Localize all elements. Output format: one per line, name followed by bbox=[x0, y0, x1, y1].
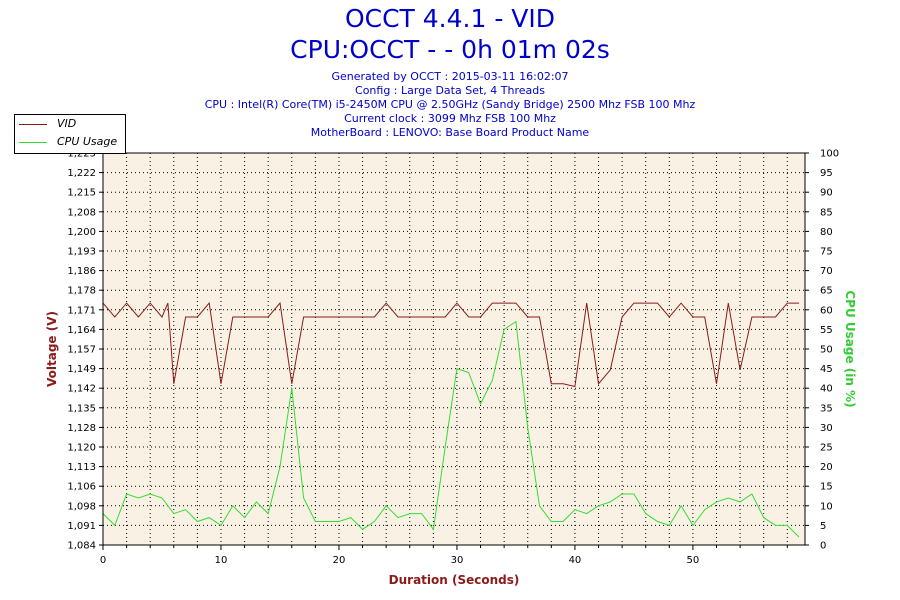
right-tick-label: 65 bbox=[820, 286, 833, 297]
bottom-tick-label: 20 bbox=[333, 555, 346, 566]
left-tick-label: 1,225 bbox=[67, 149, 96, 160]
left-tick-label: 1,186 bbox=[67, 266, 96, 277]
right-tick-label: 45 bbox=[820, 364, 833, 375]
right-tick-label: 10 bbox=[820, 501, 833, 512]
bottom-tick-label: 30 bbox=[451, 555, 464, 566]
legend-swatch-vid bbox=[19, 124, 47, 125]
right-tick-label: 55 bbox=[820, 325, 833, 336]
info-cpu: CPU : Intel(R) Core(TM) i5-2450M CPU @ 2… bbox=[204, 98, 696, 111]
right-tick-label: 25 bbox=[820, 443, 833, 454]
right-axis-ticks: 0 5 10 15 20 25 30 35 40 45 50 55 60 65 70 75 80 85 90 95 10… bbox=[805, 149, 839, 552]
left-tick-label: 1,171 bbox=[67, 305, 96, 316]
bottom-axis-ticks: 0 10 20 30 40 50 bbox=[100, 545, 788, 566]
right-tick-label: 80 bbox=[820, 227, 833, 238]
left-axis-ticks: 1,084 1,091 1,098 1,106 1,113 1,120 1,128 1,135… bbox=[67, 149, 103, 552]
right-tick-label: 75 bbox=[820, 247, 833, 258]
legend-label-vid: VID bbox=[57, 117, 77, 130]
right-tick-label: 20 bbox=[820, 462, 833, 473]
info-generated: Generated by OCCT : 2015-03-11 16:02:07 bbox=[331, 70, 569, 83]
plot-frame bbox=[102, 152, 806, 546]
right-tick-label: 95 bbox=[820, 168, 833, 179]
left-tick-label: 1,178 bbox=[67, 286, 96, 297]
left-tick-label: 1,091 bbox=[67, 521, 96, 532]
left-tick-label: 1,098 bbox=[67, 501, 96, 512]
left-tick-label: 1,142 bbox=[67, 384, 96, 395]
legend-item-cpu-usage: CPU Usage bbox=[19, 134, 123, 150]
left-tick-label: 1,106 bbox=[67, 482, 96, 493]
left-tick-label: 1,208 bbox=[67, 207, 96, 218]
left-tick-label: 1,128 bbox=[67, 423, 96, 434]
legend-swatch-cpu-usage bbox=[19, 142, 47, 143]
right-tick-label: 70 bbox=[820, 266, 833, 277]
right-tick-label: 0 bbox=[820, 541, 826, 552]
right-tick-label: 90 bbox=[820, 188, 833, 199]
left-tick-label: 1,215 bbox=[67, 188, 96, 199]
chart-title: OCCT 4.4.1 - VID bbox=[344, 4, 556, 33]
left-tick-label: 1,120 bbox=[67, 443, 96, 454]
legend-item-vid: VID bbox=[19, 116, 123, 132]
left-tick-label: 1,164 bbox=[67, 325, 96, 336]
left-tick-label: 1,222 bbox=[67, 168, 96, 179]
right-tick-label: 40 bbox=[820, 384, 833, 395]
left-tick-label: 1,157 bbox=[67, 345, 96, 356]
right-tick-label: 50 bbox=[820, 345, 833, 356]
right-tick-label: 100 bbox=[820, 149, 839, 160]
left-tick-label: 1,135 bbox=[67, 403, 96, 414]
left-tick-label: 1,113 bbox=[67, 462, 96, 473]
right-tick-label: 15 bbox=[820, 482, 833, 493]
series-line-cpu-usage bbox=[102, 320, 800, 538]
bottom-tick-label: 40 bbox=[569, 555, 582, 566]
left-tick-label: 1,200 bbox=[67, 227, 96, 238]
series-line-vid bbox=[102, 301, 800, 388]
legend: VID CPU Usage bbox=[14, 114, 126, 154]
x-axis-label: Duration (Seconds) bbox=[389, 573, 520, 587]
right-tick-label: 85 bbox=[820, 207, 833, 218]
bottom-tick-label: 0 bbox=[100, 555, 106, 566]
info-clock: Current clock : 3099 Mhz FSB 100 Mhz bbox=[344, 112, 556, 125]
legend-label-cpu-usage: CPU Usage bbox=[57, 135, 118, 148]
bottom-tick-label: 10 bbox=[215, 555, 228, 566]
y-axis-label-right: CPU Usage (in %) bbox=[843, 290, 857, 407]
y-axis-label-left: Voltage (V) bbox=[45, 311, 59, 387]
chart-subtitle: CPU:OCCT - - 0h 01m 02s bbox=[290, 35, 610, 64]
grid-lines bbox=[103, 153, 805, 545]
bottom-tick-label: 50 bbox=[687, 555, 700, 566]
right-tick-label: 30 bbox=[820, 423, 833, 434]
left-tick-label: 1,084 bbox=[67, 541, 96, 552]
info-motherboard: MotherBoard : LENOVO: Base Board Product… bbox=[310, 126, 590, 139]
left-tick-label: 1,193 bbox=[67, 247, 96, 258]
left-tick-label: 1,149 bbox=[67, 364, 96, 375]
info-config: Config : Large Data Set, 4 Threads bbox=[355, 84, 545, 97]
right-tick-label: 35 bbox=[820, 403, 833, 414]
right-tick-label: 5 bbox=[820, 521, 826, 532]
right-tick-label: 60 bbox=[820, 305, 833, 316]
